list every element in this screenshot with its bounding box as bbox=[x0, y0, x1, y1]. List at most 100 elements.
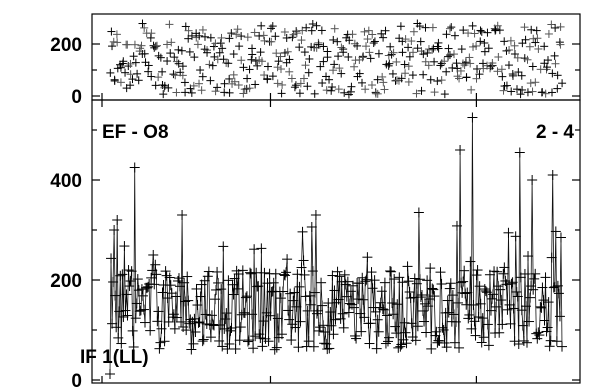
plus-marker bbox=[333, 37, 342, 46]
plus-marker bbox=[523, 251, 534, 262]
plus-marker bbox=[228, 289, 239, 300]
plus-marker bbox=[256, 243, 267, 254]
plus-marker bbox=[193, 317, 204, 328]
plus-marker bbox=[395, 341, 406, 352]
plus-marker bbox=[480, 47, 489, 56]
plus-marker bbox=[249, 244, 260, 255]
plus-marker bbox=[351, 333, 362, 344]
plus-marker bbox=[528, 62, 537, 71]
bottom-series-line bbox=[109, 117, 563, 375]
plus-marker bbox=[273, 63, 282, 72]
plus-marker bbox=[442, 295, 453, 306]
plus-marker bbox=[110, 290, 121, 301]
plus-marker bbox=[131, 298, 142, 309]
plus-marker bbox=[477, 313, 488, 324]
plus-marker bbox=[235, 42, 244, 51]
plus-marker bbox=[440, 57, 449, 66]
plus-marker bbox=[409, 27, 418, 36]
plus-marker bbox=[227, 279, 238, 290]
plus-marker bbox=[320, 327, 331, 338]
plus-marker bbox=[518, 39, 527, 48]
plus-marker bbox=[401, 69, 410, 78]
y-tick-label: 400 bbox=[50, 171, 82, 192]
plus-marker bbox=[472, 41, 481, 50]
plus-marker bbox=[195, 31, 204, 40]
plus-marker bbox=[448, 309, 459, 320]
plus-marker bbox=[404, 287, 415, 298]
plus-marker bbox=[248, 343, 259, 354]
plus-marker bbox=[396, 339, 407, 350]
plus-marker bbox=[354, 278, 365, 289]
plus-marker bbox=[548, 88, 557, 97]
plus-marker bbox=[365, 48, 374, 57]
plus-marker bbox=[404, 62, 413, 71]
plus-marker bbox=[325, 75, 334, 84]
plus-marker bbox=[542, 65, 551, 74]
plus-marker bbox=[361, 85, 370, 94]
plus-marker bbox=[159, 336, 170, 347]
plus-marker bbox=[257, 57, 266, 66]
plus-marker bbox=[277, 286, 288, 297]
plus-marker bbox=[111, 322, 122, 333]
plus-marker bbox=[376, 286, 387, 297]
plus-marker bbox=[423, 48, 432, 57]
plus-marker bbox=[243, 335, 254, 346]
plus-marker bbox=[388, 309, 399, 320]
plus-marker bbox=[300, 291, 311, 302]
plus-marker bbox=[502, 81, 511, 90]
plus-marker bbox=[397, 277, 408, 288]
plus-marker bbox=[317, 26, 326, 35]
plus-marker bbox=[416, 37, 425, 46]
plus-marker bbox=[268, 22, 277, 31]
plus-marker bbox=[472, 74, 481, 83]
annotation-2-4: 2 - 4 bbox=[536, 122, 574, 143]
plus-marker bbox=[270, 268, 281, 279]
y-tick-label: 200 bbox=[50, 271, 82, 292]
plus-marker bbox=[533, 327, 544, 338]
plus-marker bbox=[147, 29, 156, 38]
plus-marker bbox=[543, 56, 552, 65]
plus-marker bbox=[404, 77, 413, 86]
plus-marker bbox=[247, 55, 256, 64]
plus-marker bbox=[324, 343, 335, 354]
plus-marker bbox=[290, 322, 301, 333]
plus-marker bbox=[219, 323, 230, 334]
plus-marker bbox=[370, 37, 379, 46]
plus-marker bbox=[205, 332, 216, 343]
plus-marker bbox=[521, 337, 532, 348]
plus-marker bbox=[147, 265, 158, 276]
plus-marker bbox=[116, 63, 125, 72]
plus-marker bbox=[151, 42, 160, 51]
plus-marker bbox=[377, 29, 386, 38]
plus-marker bbox=[516, 90, 525, 99]
plus-marker bbox=[205, 60, 214, 69]
plus-marker bbox=[215, 319, 226, 330]
plus-marker bbox=[348, 30, 357, 39]
plus-marker bbox=[128, 341, 139, 352]
plus-marker bbox=[442, 67, 451, 76]
plus-marker bbox=[405, 52, 414, 61]
plus-marker bbox=[213, 83, 222, 92]
plus-marker bbox=[156, 53, 165, 62]
plus-marker bbox=[253, 61, 262, 70]
plus-marker bbox=[444, 283, 455, 294]
plus-marker bbox=[531, 38, 540, 47]
plus-marker bbox=[425, 263, 436, 274]
plus-marker bbox=[137, 41, 146, 50]
plus-marker bbox=[389, 274, 400, 285]
plus-marker bbox=[520, 301, 531, 312]
plus-marker bbox=[346, 87, 355, 96]
plus-marker bbox=[380, 85, 389, 94]
plus-marker bbox=[334, 52, 343, 61]
plus-marker bbox=[224, 338, 235, 349]
plus-marker bbox=[116, 78, 125, 87]
plus-marker bbox=[283, 47, 292, 56]
plus-marker bbox=[543, 297, 554, 308]
plus-marker bbox=[153, 41, 162, 50]
plus-marker bbox=[304, 68, 313, 77]
plus-marker bbox=[509, 336, 520, 347]
plus-marker bbox=[523, 88, 532, 97]
plus-marker bbox=[142, 282, 153, 293]
plus-marker bbox=[433, 42, 442, 51]
plus-marker bbox=[296, 262, 307, 273]
